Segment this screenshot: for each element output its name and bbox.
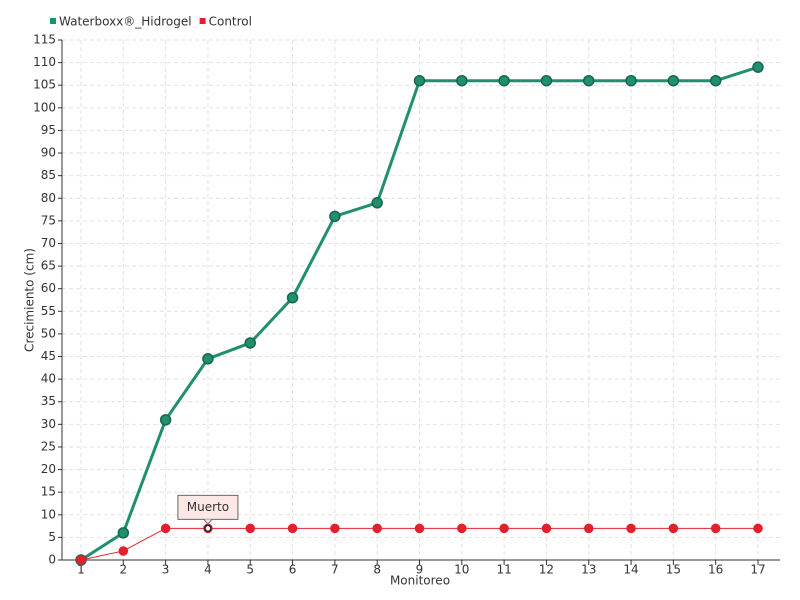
- data-point: [330, 523, 340, 534]
- data-point: [202, 353, 214, 365]
- y-tick-label: 25: [41, 439, 56, 453]
- data-point: [541, 523, 552, 534]
- legend-swatch: [50, 18, 56, 24]
- y-tick-label: 95: [41, 123, 56, 137]
- data-point: [625, 74, 637, 87]
- data-point: [457, 523, 467, 534]
- data-point: [752, 61, 764, 73]
- y-tick-label: 20: [41, 462, 56, 476]
- x-tick-label: 10: [454, 563, 469, 577]
- data-point: [160, 523, 171, 534]
- y-tick-label: 105: [33, 78, 56, 92]
- data-point: [118, 546, 129, 556]
- data-point: [456, 74, 468, 87]
- annotation-box: [177, 494, 239, 520]
- y-tick-label: 115: [33, 33, 56, 47]
- data-point: [709, 74, 722, 87]
- x-tick-label: 1: [77, 563, 85, 577]
- y-tick-label: 60: [41, 281, 56, 295]
- y-tick-label: 0: [48, 553, 56, 567]
- x-tick-label: 4: [204, 563, 212, 577]
- data-point: [498, 74, 510, 87]
- annotation-text: Muerto: [187, 500, 229, 514]
- y-tick-label: 50: [41, 326, 56, 340]
- y-tick-label: 75: [41, 213, 56, 227]
- legend-swatch: [199, 18, 206, 24]
- data-point: [117, 527, 130, 539]
- y-tick-label: 65: [41, 259, 56, 273]
- x-tick-label: 16: [708, 563, 723, 577]
- y-tick-label: 30: [41, 417, 56, 431]
- data-point: [245, 523, 255, 534]
- y-tick-label: 85: [41, 168, 56, 182]
- legend-label[interactable]: Waterboxx®_Hidrogel: [59, 15, 192, 29]
- y-tick-label: 35: [41, 394, 56, 408]
- y-axis-label: Crecimiento (cm): [23, 248, 37, 352]
- annotation-pointer: [203, 519, 213, 526]
- data-point: [286, 291, 299, 304]
- data-point: [414, 523, 425, 534]
- data-point: [710, 523, 721, 534]
- x-tick-label: 7: [331, 563, 339, 577]
- x-tick-label: 17: [750, 563, 765, 577]
- x-tick-label: 5: [246, 563, 254, 577]
- y-tick-label: 15: [41, 485, 56, 499]
- y-tick-label: 40: [41, 372, 56, 386]
- data-point: [329, 210, 341, 223]
- x-tick-label: 6: [289, 563, 297, 577]
- y-tick-label: 55: [41, 304, 56, 318]
- y-tick-label: 10: [41, 507, 56, 521]
- data-point: [540, 74, 553, 87]
- y-tick-label: 5: [48, 530, 56, 544]
- x-tick-label: 8: [373, 563, 381, 577]
- data-point: [499, 523, 509, 534]
- x-axis-label: Monitoreo: [390, 574, 450, 588]
- data-point: [668, 523, 679, 534]
- data-point: [159, 414, 172, 426]
- data-point: [667, 74, 680, 87]
- y-tick-label: 45: [41, 349, 56, 363]
- x-tick-label: 2: [119, 563, 127, 577]
- y-tick-label: 110: [33, 55, 56, 69]
- x-tick-label: 14: [623, 563, 638, 577]
- data-point: [371, 197, 383, 209]
- x-tick-label: 11: [496, 563, 511, 577]
- y-tick-label: 70: [41, 236, 56, 250]
- y-tick-label: 80: [41, 191, 56, 205]
- data-point: [753, 523, 763, 534]
- annotation-marker: [204, 524, 212, 533]
- x-tick-label: 9: [416, 563, 424, 577]
- data-point: [244, 337, 256, 349]
- data-point: [413, 74, 426, 87]
- data-point: [76, 555, 86, 565]
- data-point: [372, 523, 382, 534]
- data-point: [583, 74, 595, 87]
- y-tick-label: 100: [33, 100, 56, 114]
- data-point: [626, 523, 636, 534]
- data-point: [584, 523, 594, 534]
- x-tick-label: 12: [539, 563, 554, 577]
- legend-label[interactable]: Control: [209, 15, 252, 29]
- data-point: [287, 523, 298, 534]
- x-tick-label: 13: [581, 563, 596, 577]
- y-tick-label: 90: [41, 146, 56, 160]
- x-tick-label: 3: [162, 563, 170, 577]
- x-tick-label: 15: [666, 563, 681, 577]
